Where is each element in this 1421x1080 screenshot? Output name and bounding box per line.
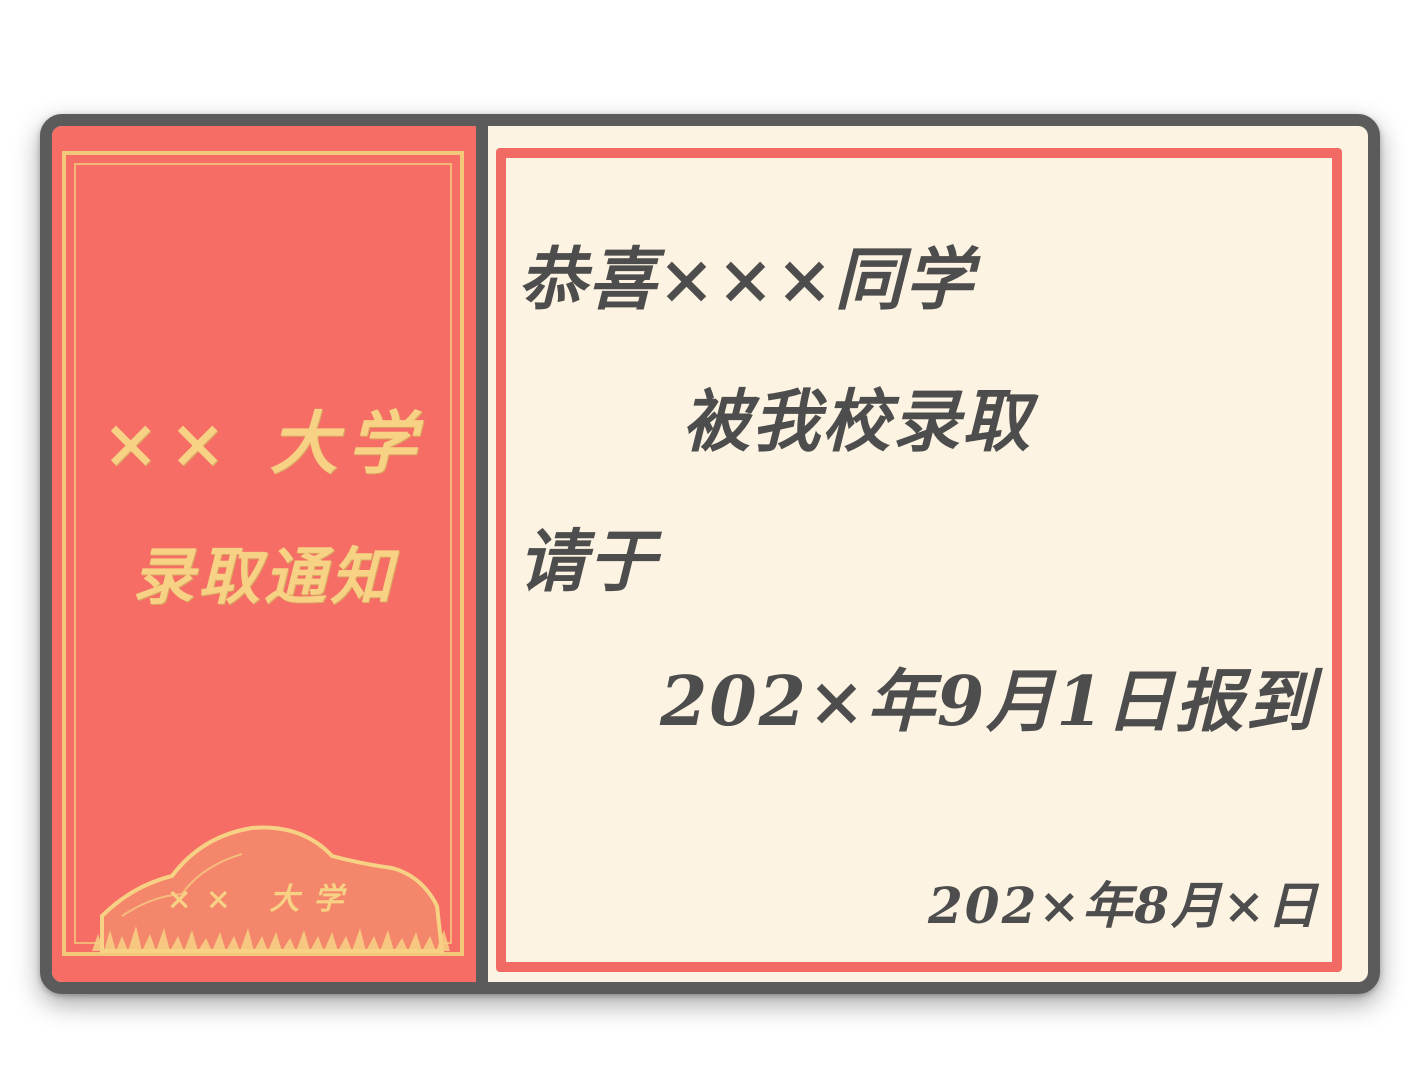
campus-rock-illustration	[92, 825, 450, 953]
report-date-line: 202×年9月1日报到	[660, 662, 1316, 742]
admission-card: ×× 大学 录取通知 ×× 大学 恭喜×××同学 被我校录取 请于 202×年9…	[40, 114, 1380, 994]
school-name: ×× 大学	[102, 404, 426, 484]
letter-border	[496, 148, 1342, 972]
please-line: 请于	[518, 522, 659, 602]
greeting-line: 恭喜×××同学	[518, 240, 975, 320]
signature-date: 202×年8月×日	[928, 876, 1319, 935]
card-spine	[476, 126, 488, 982]
rock-inscription: ×× 大学	[166, 882, 358, 917]
cover-panel: ×× 大学 录取通知 ×× 大学	[52, 126, 476, 982]
cover-gold-border	[62, 151, 464, 956]
admitted-line: 被我校录取	[682, 382, 1033, 462]
notice-title: 录取通知	[131, 540, 396, 613]
